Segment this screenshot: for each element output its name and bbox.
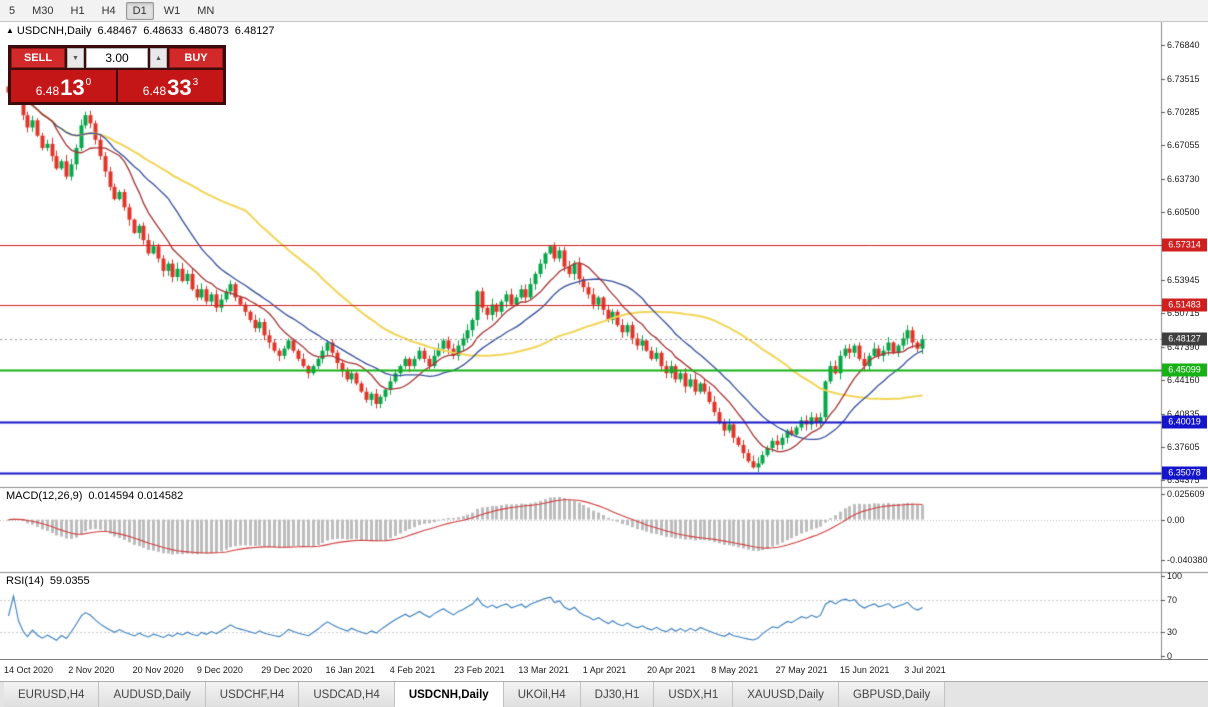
date-label: 1 Apr 2021	[582, 665, 627, 675]
ohlc-open: 6.48467	[97, 25, 138, 37]
hline-price-tag: 6.57314	[1162, 238, 1207, 252]
date-label: 14 Oct 2020	[4, 665, 54, 675]
rsi-name: RSI(14)	[6, 575, 44, 587]
hline-price-tag: 6.51483	[1162, 298, 1207, 312]
price-axis-label: 6.47390	[1167, 341, 1200, 352]
macd-indicator-label: MACD(12,26,9) 0.014594 0.014582	[6, 490, 183, 502]
price-axis-label: 6.63730	[1167, 174, 1200, 185]
date-label: 13 Mar 2021	[518, 665, 569, 675]
chart-window: ▲ USDCNH,Daily 6.48467 6.48633 6.48073 6.4812…	[0, 22, 1208, 661]
rsi-indicator-label: RSI(14) 59.0355	[6, 575, 90, 587]
ohlc-close: 6.48127	[234, 25, 275, 37]
tab-dj30-h1[interactable]: DJ30,H1	[580, 682, 655, 707]
rsi-value: 59.0355	[49, 575, 90, 587]
sell-button[interactable]: SELL	[11, 48, 65, 68]
price-axis-label: 6.53945	[1167, 274, 1200, 285]
hline-price-tag: 6.45099	[1162, 363, 1207, 377]
price-axis-label: 6.70285	[1167, 107, 1200, 118]
price-axis-label: 0.025609	[1167, 488, 1205, 499]
collapse-triangle-icon[interactable]: ▲	[6, 26, 14, 35]
ask-big-digits: 33	[167, 75, 192, 100]
timeframe-button-m30[interactable]: M30	[32, 4, 54, 17]
tab-usdcad-h4[interactable]: USDCAD,H4	[299, 682, 395, 707]
hline-price-tag: 6.40019	[1162, 415, 1207, 429]
chart-title: ▲ USDCNH,Daily 6.48467 6.48633 6.48073 6.4812…	[6, 25, 275, 37]
tab-eurusd-h4[interactable]: EURUSD,H4	[4, 682, 100, 707]
date-label: 4 Feb 2021	[389, 665, 436, 675]
one-click-trading-panel: SELL ▼ 3.00 ▲ BUY 6.48 13 0 6.48 33 3	[8, 45, 226, 105]
volume-up-icon[interactable]: ▲	[150, 48, 167, 68]
price-axis-label: 6.37605	[1167, 441, 1200, 452]
price-axis-label: 100	[1167, 571, 1183, 581]
price-axis-label: 6.67055	[1167, 140, 1200, 151]
macd-name: MACD(12,26,9)	[6, 490, 83, 502]
tab-ukoil-h4[interactable]: UKOil,H4	[503, 682, 581, 707]
date-label: 9 Dec 2020	[196, 665, 243, 675]
bid-big-digits: 13	[60, 75, 85, 100]
ask-prefix: 6.48	[142, 84, 167, 98]
date-label: 8 May 2021	[711, 665, 759, 675]
symbol-period-label: USDCNH,Daily	[16, 25, 92, 37]
timeframe-toolbar: 5 M30 H1 H4 D1 W1 MN	[0, 0, 1208, 22]
price-axis-label: 70	[1167, 595, 1178, 605]
date-label: 3 Jul 2021	[904, 665, 946, 675]
bid-sup-digit: 0	[85, 77, 92, 88]
price-axis-label: 6.76840	[1167, 40, 1200, 51]
price-axis-label: 6.40835	[1167, 408, 1200, 419]
timeframe-button-5[interactable]: 5	[9, 4, 16, 17]
timeframe-button-d1[interactable]: D1	[125, 1, 154, 20]
date-label: 20 Nov 2020	[132, 665, 184, 675]
price-axis-label: 6.44160	[1167, 374, 1200, 385]
price-axis-label: 6.50715	[1167, 307, 1200, 318]
date-label: 29 Dec 2020	[261, 665, 313, 675]
ask-price-box[interactable]: 6.48 33 3	[118, 70, 223, 102]
volume-dropdown-icon[interactable]: ▼	[67, 48, 84, 68]
price-axis-label: 6.73515	[1167, 74, 1200, 85]
ask-sup-digit: 3	[192, 77, 199, 88]
price-axis-label: 30	[1167, 627, 1178, 637]
date-label: 20 Apr 2021	[647, 665, 696, 675]
tab-audusd-daily[interactable]: AUDUSD,Daily	[99, 682, 206, 707]
date-label: 15 Jun 2021	[839, 665, 890, 675]
tab-usdcnh-daily[interactable]: USDCNH,Daily	[394, 682, 504, 707]
timeframe-button-w1[interactable]: W1	[163, 4, 181, 17]
timeframe-button-h4[interactable]: H4	[101, 4, 116, 17]
tab-gbpusd-daily[interactable]: GBPUSD,Daily	[838, 682, 946, 707]
hline-price-tag: 6.35078	[1162, 466, 1207, 480]
price-axis-label: 6.60500	[1167, 207, 1200, 218]
volume-input[interactable]: 3.00	[86, 48, 148, 68]
date-label: 27 May 2021	[775, 665, 828, 675]
macd-values: 0.014594 0.014582	[88, 490, 184, 502]
chart-canvas[interactable]	[0, 22, 1208, 659]
tab-usdx-h1[interactable]: USDX,H1	[654, 682, 734, 707]
ohlc-low: 6.48073	[189, 25, 229, 37]
current-price-tag: 6.48127	[1162, 332, 1207, 346]
ohlc-high: 6.48633	[143, 25, 184, 37]
time-axis: 14 Oct 2020 2 Nov 2020 20 Nov 2020 9 Dec 20…	[0, 659, 1208, 681]
price-axis-label: 0	[1167, 651, 1173, 661]
tab-usdchf-h4[interactable]: USDCHF,H4	[205, 682, 300, 707]
price-axis-label: 6.34375	[1167, 474, 1200, 485]
price-axis-label: -0.040380	[1167, 554, 1208, 565]
date-label: 2 Nov 2020	[68, 665, 115, 675]
bid-price-box[interactable]: 6.48 13 0	[11, 70, 116, 102]
tab-xauusd-daily[interactable]: XAUUSD,Daily	[733, 682, 839, 707]
symbol-tab-bar: EURUSD,H4 AUDUSD,Daily USDCHF,H4 USDCAD,H4 U…	[0, 681, 1208, 707]
price-axis-label: 0.00	[1167, 514, 1185, 525]
buy-button[interactable]: BUY	[169, 48, 223, 68]
date-label: 16 Jan 2021	[325, 665, 376, 675]
timeframe-button-mn[interactable]: MN	[197, 4, 215, 17]
bid-prefix: 6.48	[35, 84, 60, 98]
date-label: 23 Feb 2021	[454, 665, 505, 675]
timeframe-button-h1[interactable]: H1	[70, 4, 85, 17]
